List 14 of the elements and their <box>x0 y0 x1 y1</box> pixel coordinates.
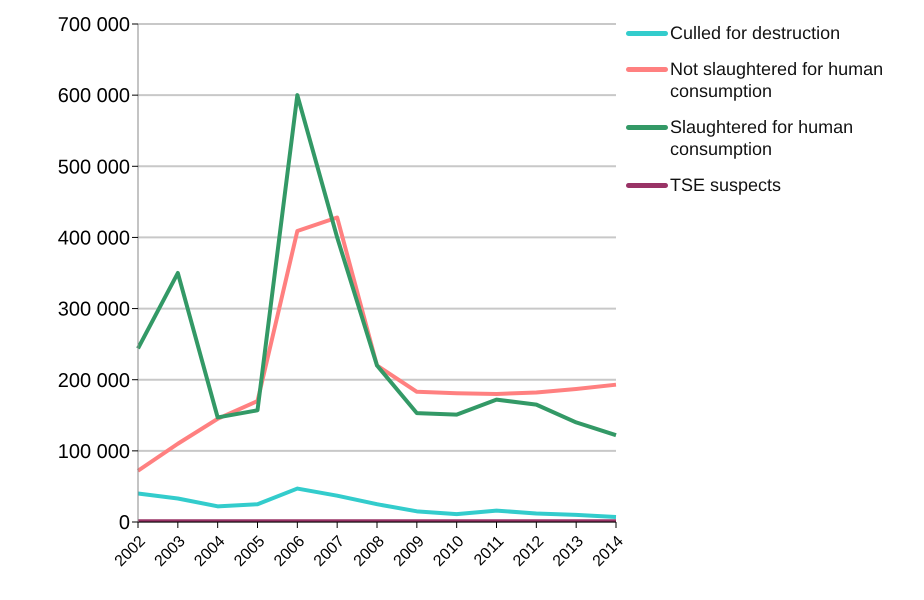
y-tick-label: 200 000 <box>58 370 130 392</box>
legend-label: Not slaughtered for human consumption <box>670 58 884 102</box>
line-series <box>136 93 618 438</box>
y-tick-label: 100 000 <box>58 440 130 463</box>
y-tick-label: 0 <box>118 512 130 534</box>
y-tick-label: 500 000 <box>58 156 130 178</box>
legend-label: Culled for destruction <box>670 22 840 44</box>
y-tick-label: 600 000 <box>58 85 130 108</box>
line-series <box>136 486 618 520</box>
legend-label: TSE suspects <box>670 174 782 196</box>
y-tick-label: 300 000 <box>58 298 130 321</box>
legend-label: Slaughtered for human consumption <box>670 116 854 160</box>
y-tick-label: 700 000 <box>58 14 130 36</box>
y-tick-label: 400 000 <box>58 228 130 250</box>
